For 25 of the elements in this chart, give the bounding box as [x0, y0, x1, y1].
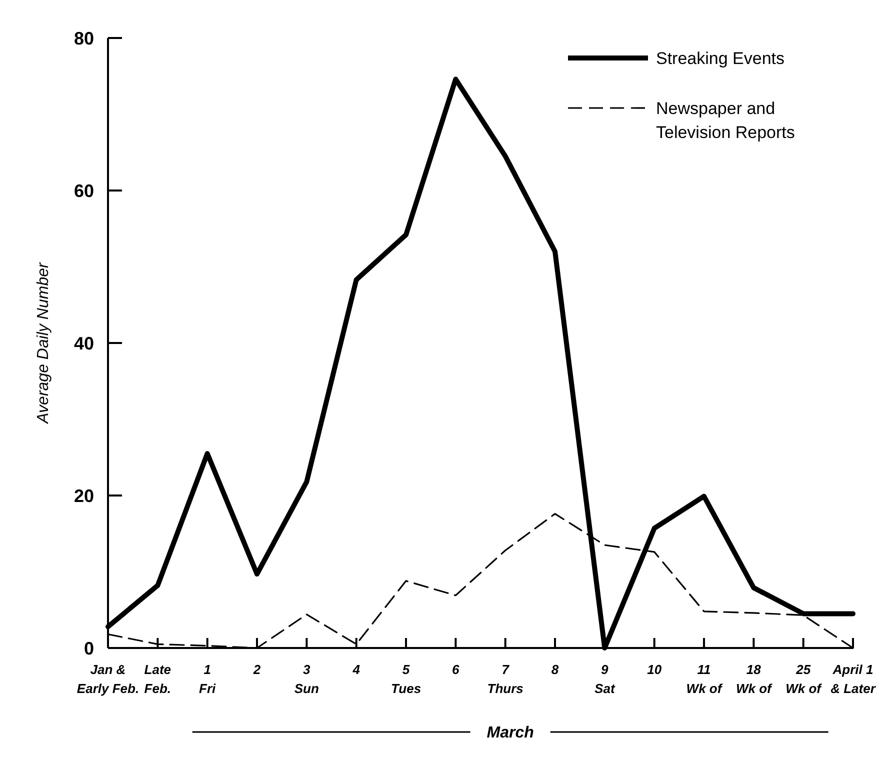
y-tick-label: 0 — [84, 638, 94, 658]
x-tick-label: 18 Wk of — [736, 662, 774, 696]
x-tick-label: 3 Sun — [294, 662, 319, 696]
x-tick-label: 25 Wk of — [786, 662, 823, 696]
text: March — [486, 724, 534, 742]
y-tick-label: 20 — [74, 486, 94, 506]
y-axis-title: Average Daily Number — [35, 262, 52, 424]
x-tick-label: 2 — [252, 662, 262, 677]
x-tick-label: Jan & Early Feb. — [76, 662, 140, 696]
x-tick-label: April 1 & Later — [830, 662, 876, 696]
y-tick-label: 60 — [74, 180, 94, 201]
y-tick-label: 40 — [74, 333, 94, 354]
x-tick-label: 7 Thurs — [487, 662, 524, 696]
x-tick-label: 11 Wk of — [686, 662, 724, 696]
legend-label: Newspaper and Television Reports — [656, 99, 795, 142]
x-tick-label: 10 — [647, 662, 662, 677]
x-tick-label: Late Feb. — [144, 662, 172, 696]
y-tick-label: 80 — [74, 28, 94, 48]
legend-label: Streaking Events — [656, 49, 785, 68]
x-tick-label: 6 — [452, 662, 460, 677]
x-tick-label: 8 — [551, 662, 560, 677]
x-tick-label: 5 Tues — [390, 662, 422, 696]
x-tick-label: 4 — [352, 662, 361, 677]
x-tick-label: 9 Sat — [594, 662, 616, 696]
x-tick-label: 1 Fri — [199, 662, 216, 696]
